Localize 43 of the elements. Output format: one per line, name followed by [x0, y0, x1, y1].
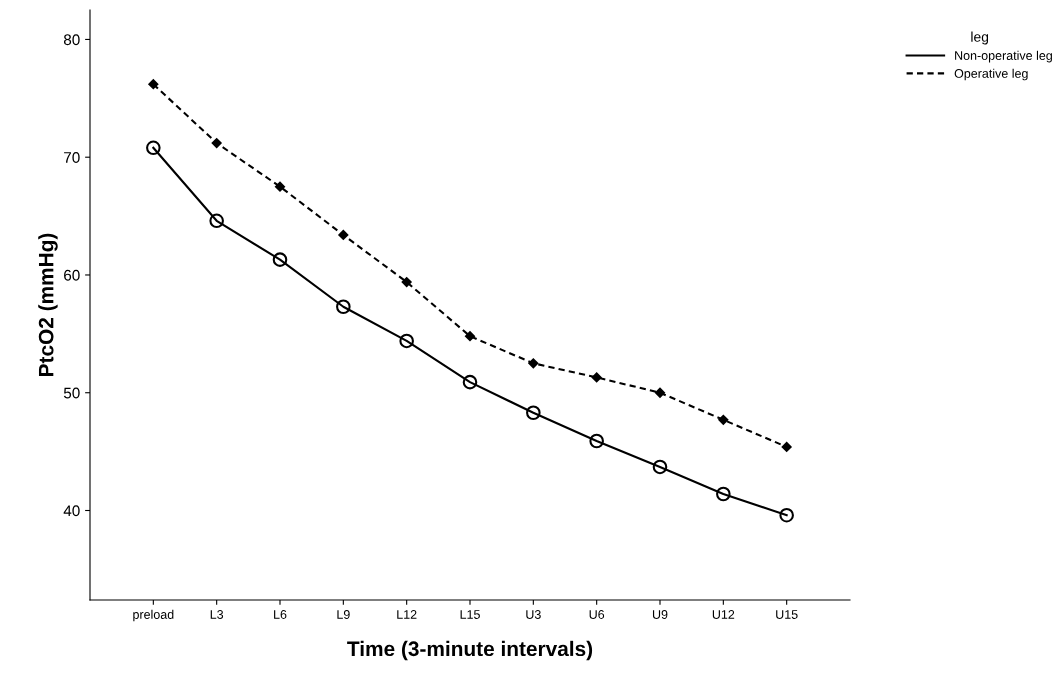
- x-tick-label: U15: [776, 610, 798, 619]
- point: [275, 181, 285, 192]
- legend-label: Non-operative leg: [955, 50, 1052, 63]
- point: [526, 405, 541, 421]
- point: [589, 433, 604, 449]
- point: [781, 441, 792, 452]
- y-tick-label: 80: [63, 34, 80, 46]
- y-tick-label: 40: [63, 505, 80, 517]
- x-tick-label: U3: [526, 610, 541, 619]
- x-tick-label: U6: [589, 610, 605, 619]
- point: [465, 331, 475, 342]
- point: [148, 79, 159, 90]
- point: [338, 229, 349, 240]
- point: [209, 213, 224, 229]
- x-tick-label: L12: [397, 610, 417, 619]
- point: [528, 358, 539, 369]
- point: [462, 374, 478, 390]
- point: [718, 414, 729, 425]
- x-axis-title: Time (3-minute intervals): [347, 640, 593, 661]
- point: [716, 486, 731, 502]
- x-tick-label: L3: [210, 610, 224, 619]
- point: [399, 333, 414, 349]
- y-axis-title: PtcO2 (mmHg): [38, 233, 58, 376]
- point: [591, 372, 602, 383]
- y-tick-label: 60: [64, 269, 80, 281]
- x-tick-label: L9: [337, 610, 350, 619]
- x-tick-label: U9: [652, 610, 668, 619]
- point: [272, 252, 288, 267]
- legend-label: Operative leg: [954, 68, 1028, 81]
- point: [336, 299, 351, 315]
- x-tick-label: L6: [274, 610, 287, 619]
- y-tick-label: 50: [63, 387, 80, 399]
- x-tick-label: preload: [133, 609, 174, 622]
- point: [401, 277, 412, 287]
- point: [655, 387, 665, 398]
- legend-title: leg: [971, 31, 989, 45]
- point: [652, 459, 668, 475]
- y-tick-label: 70: [64, 152, 80, 163]
- point: [211, 138, 222, 149]
- x-tick-label: U12: [712, 610, 735, 619]
- x-tick-label: L15: [460, 610, 480, 619]
- point: [146, 140, 161, 156]
- point: [779, 507, 794, 523]
